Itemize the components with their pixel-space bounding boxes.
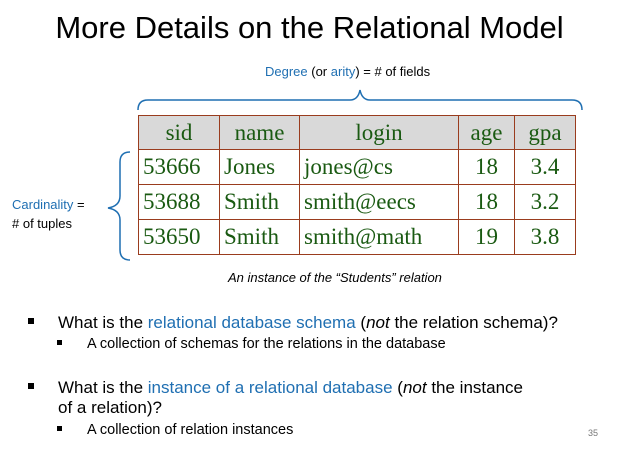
- header-gpa: gpa: [514, 115, 576, 150]
- cell-name: Jones: [219, 149, 300, 185]
- cell-sid: 53650: [138, 219, 220, 255]
- degree-close: ) = # of fields: [355, 64, 431, 79]
- degree-open: (or: [307, 64, 331, 79]
- cardinality-suffix: =: [73, 197, 85, 212]
- sub-bullet-instance: A collection of relation instances: [57, 421, 294, 439]
- header-name: name: [219, 115, 300, 150]
- sub-bullet-marker: [57, 340, 62, 345]
- cell-name: Smith: [219, 219, 300, 255]
- cell-login: jones@cs: [299, 149, 459, 185]
- table-header-row: sid name login age gpa: [138, 115, 576, 150]
- cardinality-brace: [107, 151, 131, 261]
- bullet-suffix: the relation schema)?: [389, 313, 558, 332]
- header-login: login: [299, 115, 459, 150]
- degree-term: Degree: [265, 64, 308, 79]
- degree-brace: [137, 89, 583, 111]
- page-number: 35: [588, 428, 599, 438]
- bullet-prefix: What is the: [58, 313, 148, 332]
- cardinality-line1: Cardinality =: [12, 195, 85, 214]
- bullet-instance: What is the instance of a relational dat…: [28, 378, 523, 418]
- degree-annotation: Degree (or arity) = # of fields: [265, 64, 430, 79]
- bullet-mid: (: [392, 378, 403, 397]
- cardinality-term: Cardinality: [12, 197, 74, 212]
- sub-bullet-marker: [57, 426, 62, 431]
- bullet-highlight: relational database schema: [147, 313, 356, 332]
- cell-name: Smith: [219, 184, 300, 220]
- cell-gpa: 3.2: [514, 184, 576, 220]
- bullet-highlight: instance of a relational database: [147, 378, 393, 397]
- table-row: 53666 Jones jones@cs 18 3.4: [138, 149, 576, 185]
- sub-bullet-text: A collection of relation instances: [87, 422, 294, 438]
- cell-login: smith@math: [299, 219, 459, 255]
- bullet-line2: of a relation)?: [58, 398, 162, 417]
- cell-gpa: 3.4: [514, 149, 576, 185]
- header-sid: sid: [138, 115, 220, 150]
- cell-gpa: 3.8: [514, 219, 576, 255]
- bullet-suffix: the instance: [426, 378, 523, 397]
- bullet-line1: What is the instance of a relational dat…: [58, 378, 523, 398]
- cardinality-line2: # of tuples: [12, 216, 72, 231]
- slide-title: More Details on the Relational Model: [55, 10, 564, 45]
- cell-login: smith@eecs: [299, 184, 459, 220]
- arity-term: arity: [330, 64, 356, 79]
- bullet-marker: [28, 383, 34, 389]
- table-caption: An instance of the “Students” relation: [228, 270, 442, 285]
- table-row: 53688 Smith smith@eecs 18 3.2: [138, 184, 576, 220]
- bullet-emphasis: not: [366, 313, 390, 332]
- bullet-mid: (: [355, 313, 367, 332]
- cell-age: 18: [458, 149, 515, 185]
- bullet-prefix: What is the: [58, 378, 148, 397]
- cardinality-annotation: Cardinality = # of tuples: [12, 195, 85, 233]
- bullet-marker: [28, 318, 34, 324]
- sub-bullet-schema: A collection of schemas for the relation…: [57, 335, 446, 353]
- cell-age: 18: [458, 184, 515, 220]
- students-relation-table: sid name login age gpa 53666 Jones jones…: [138, 115, 576, 255]
- sub-bullet-text: A collection of schemas for the relation…: [87, 336, 446, 352]
- cell-sid: 53688: [138, 184, 220, 220]
- table-row: 53650 Smith smith@math 19 3.8: [138, 219, 576, 255]
- bullet-emphasis: not: [402, 378, 427, 397]
- cell-sid: 53666: [138, 149, 220, 185]
- bullet-schema: What is the relational database schema (…: [28, 313, 558, 333]
- cell-age: 19: [458, 219, 515, 255]
- header-age: age: [458, 115, 515, 150]
